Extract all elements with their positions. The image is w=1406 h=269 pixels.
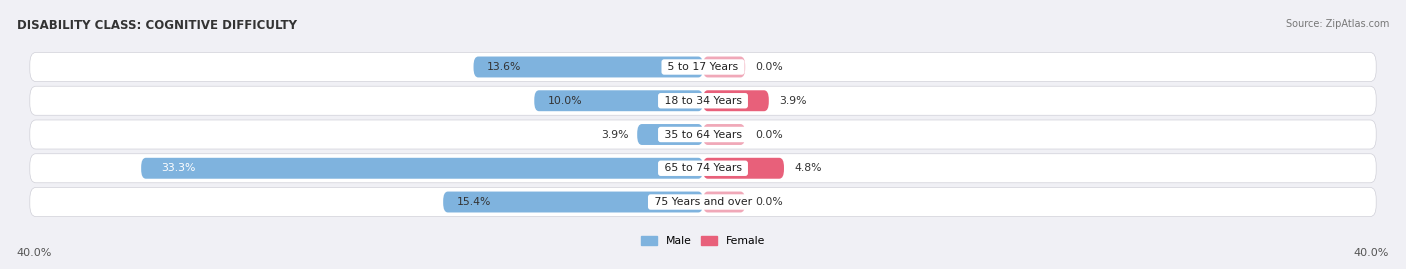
FancyBboxPatch shape [30,86,1376,115]
FancyBboxPatch shape [474,56,703,77]
Text: 4.8%: 4.8% [794,163,821,173]
FancyBboxPatch shape [30,154,1376,183]
Text: 3.9%: 3.9% [779,96,807,106]
Text: 65 to 74 Years: 65 to 74 Years [661,163,745,173]
FancyBboxPatch shape [703,56,745,77]
Text: 40.0%: 40.0% [17,248,52,258]
Text: 18 to 34 Years: 18 to 34 Years [661,96,745,106]
FancyBboxPatch shape [30,52,1376,82]
FancyBboxPatch shape [703,90,769,111]
Text: 13.6%: 13.6% [486,62,522,72]
Text: 3.9%: 3.9% [602,129,628,140]
Text: 10.0%: 10.0% [548,96,582,106]
FancyBboxPatch shape [637,124,703,145]
Text: 0.0%: 0.0% [755,62,783,72]
FancyBboxPatch shape [30,120,1376,149]
FancyBboxPatch shape [703,158,785,179]
Text: DISABILITY CLASS: COGNITIVE DIFFICULTY: DISABILITY CLASS: COGNITIVE DIFFICULTY [17,19,297,32]
Text: 35 to 64 Years: 35 to 64 Years [661,129,745,140]
Legend: Male, Female: Male, Female [641,236,765,246]
Text: Source: ZipAtlas.com: Source: ZipAtlas.com [1285,19,1389,29]
FancyBboxPatch shape [443,192,703,213]
Text: 5 to 17 Years: 5 to 17 Years [664,62,742,72]
FancyBboxPatch shape [30,187,1376,217]
Text: 15.4%: 15.4% [457,197,491,207]
FancyBboxPatch shape [703,192,745,213]
Text: 75 Years and over: 75 Years and over [651,197,755,207]
FancyBboxPatch shape [534,90,703,111]
Text: 33.3%: 33.3% [162,163,195,173]
FancyBboxPatch shape [703,124,745,145]
Text: 0.0%: 0.0% [755,197,783,207]
FancyBboxPatch shape [141,158,703,179]
Text: 40.0%: 40.0% [1354,248,1389,258]
Text: 0.0%: 0.0% [755,129,783,140]
